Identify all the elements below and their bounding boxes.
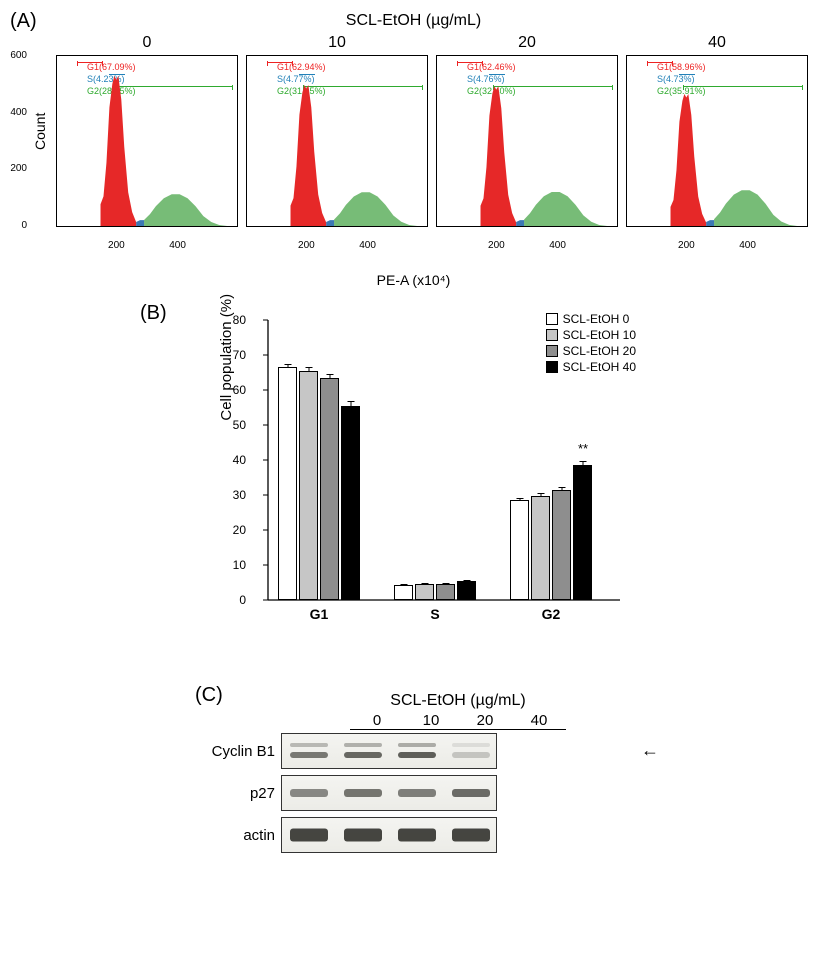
histogram-10: 10 G1(62.94%)S(4.77%)G2(31.95%)200400 [246,34,428,227]
bar [510,500,529,600]
panel-c-label: (C) [195,684,223,707]
group-G1: G1 [278,367,360,600]
panel-c-title: SCL-EtOH (µg/mL) [281,692,635,710]
blot-row-cyclin-b1: Cyclin B1← [281,733,635,769]
histogram-plot: G1(62.46%)S(4.76%)G2(32.40%)200400 [436,55,618,227]
panel-b-label: (B) [140,302,167,325]
panel-c: (C) SCL-EtOH (µg/mL) 0102040 Cyclin B1←p… [205,692,635,859]
bar [394,585,413,600]
histogram-plot: G1(62.94%)S(4.77%)G2(31.95%)200400 [246,55,428,227]
blot-image [281,775,497,811]
legend-item: SCL-EtOH 10 [546,328,636,342]
panel-a-label: (A) [10,10,37,33]
histogram-0: 0 G1(67.09%)S(4.23%)G2(28.25%)02004006002… [56,34,238,227]
legend-item: SCL-EtOH 20 [546,344,636,358]
bar-chart: Cell population (%) 01020304050607080 G1… [230,308,630,628]
panel-b: (B) Cell population (%) 0102030405060708… [180,308,680,673]
blot-label: Cyclin B1 [199,743,275,760]
blot-row-actin: actin [281,817,635,853]
column-headers: 0102040 [350,712,566,730]
bar [320,378,339,600]
figure: (A) SCL-EtOH (µg/mL) Count 0 G1(67.09%)S(… [0,0,827,976]
bar [415,584,434,600]
group-S: S [394,581,476,600]
bar [341,406,360,600]
histogram-40: 40 G1(58.96%)S(4.73%)G2(35.91%)200400 [626,34,808,227]
blot-row-p27: p27 [281,775,635,811]
significance-mark: ** [578,441,588,456]
blot-label: p27 [199,785,275,802]
western-blot: SCL-EtOH (µg/mL) 0102040 Cyclin B1← p27 ac… [281,692,635,853]
histogram-plot: G1(67.09%)S(4.23%)G2(28.25%)020040060020… [56,55,238,227]
arrow-icon: ← [641,741,659,759]
dose-label: 40 [626,34,808,52]
bar [278,367,297,600]
panel-a: (A) SCL-EtOH (µg/mL) Count 0 G1(67.09%)S(… [10,10,817,280]
dose-label: 0 [56,34,238,52]
blot-image [281,733,497,769]
blot-label: actin [199,827,275,844]
blot-image [281,817,497,853]
dose-label: 20 [436,34,618,52]
bar [573,465,592,600]
histogram-plot: G1(58.96%)S(4.73%)G2(35.91%)200400 [626,55,808,227]
bar [299,371,318,600]
group-label: G1 [278,606,360,622]
legend-item: SCL-EtOH 40 [546,360,636,374]
panel-a-title: SCL-EtOH (µg/mL) [346,12,481,30]
group-label: G2 [510,606,592,622]
group-G2: G2** [510,465,592,600]
column-header: 0 [350,712,404,729]
panel-a-y-axis: Count [32,113,48,150]
histogram-20: 20 G1(62.46%)S(4.76%)G2(32.40%)200400 [436,34,618,227]
group-label: S [394,606,476,622]
column-header: 20 [458,712,512,729]
column-header: 40 [512,712,566,729]
bar [531,496,550,600]
panel-a-x-axis: PE-A (x10⁴) [377,272,451,288]
legend-item: SCL-EtOH 0 [546,312,636,326]
legend: SCL-EtOH 0 SCL-EtOH 10 SCL-EtOH 20 SCL-EtOH… [546,312,636,376]
column-header: 10 [404,712,458,729]
bar [552,490,571,600]
bar [436,584,455,600]
histogram-row: 0 G1(67.09%)S(4.23%)G2(28.25%)02004006002… [56,34,808,227]
bar [457,581,476,600]
dose-label: 10 [246,34,428,52]
